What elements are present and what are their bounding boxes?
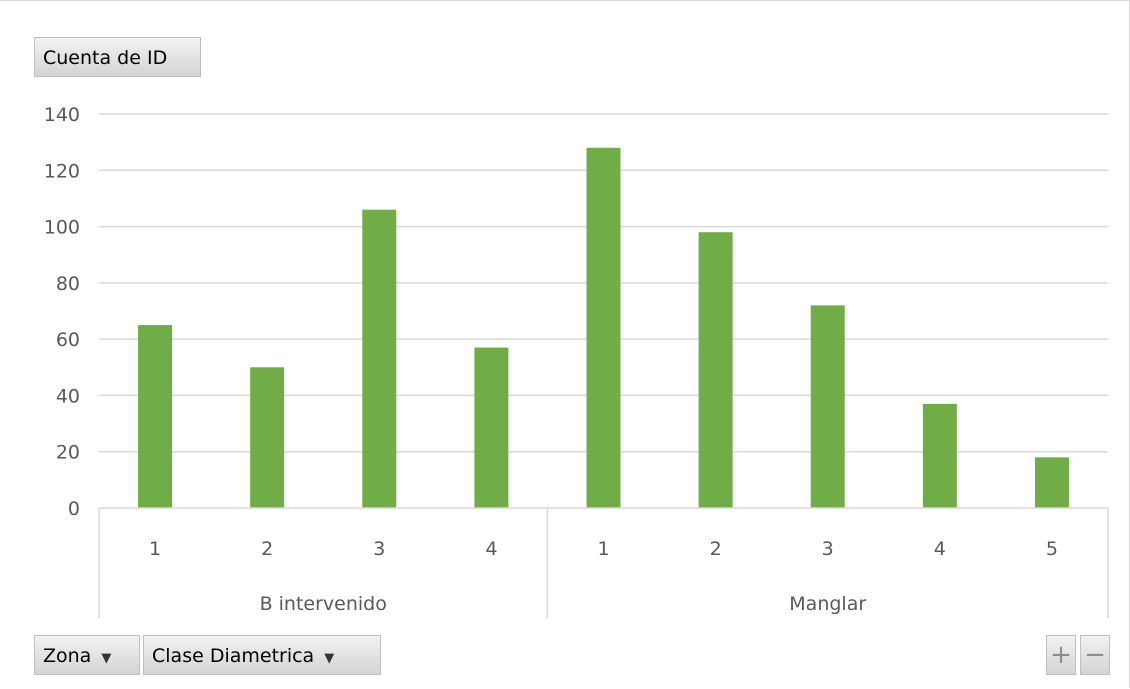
y-tick-label: 20 bbox=[56, 442, 80, 464]
bars bbox=[138, 147, 1069, 508]
category-label: 1 bbox=[149, 538, 161, 560]
category-label: 5 bbox=[1046, 538, 1058, 560]
category-label: 3 bbox=[822, 538, 834, 560]
value-field-label: Cuenta de ID bbox=[43, 47, 168, 69]
zona-field-label: Zona bbox=[43, 645, 92, 667]
expand-field-button[interactable]: + bbox=[1046, 635, 1076, 675]
bar[interactable] bbox=[138, 325, 173, 508]
y-tick-label: 60 bbox=[56, 329, 80, 351]
category-axis bbox=[98, 507, 1109, 618]
group-label: B intervenido bbox=[260, 593, 387, 615]
y-tick-label: 40 bbox=[56, 385, 80, 407]
category-label: 3 bbox=[373, 538, 385, 560]
category-label: 1 bbox=[597, 538, 609, 560]
minus-icon: − bbox=[1084, 640, 1106, 670]
group-label: Manglar bbox=[789, 593, 866, 615]
y-tick-label: 120 bbox=[44, 160, 80, 182]
category-label: 4 bbox=[934, 538, 946, 560]
bar[interactable] bbox=[362, 209, 397, 508]
bar[interactable] bbox=[586, 147, 621, 508]
y-tick-label: 0 bbox=[68, 498, 80, 520]
bar[interactable] bbox=[1034, 457, 1069, 508]
value-field-button[interactable]: Cuenta de ID bbox=[34, 37, 201, 77]
dropdown-arrow-icon: ▼ bbox=[101, 651, 112, 666]
clase-diametrica-field-label: Clase Diametrica bbox=[152, 645, 315, 667]
zona-field-button[interactable]: Zona ▼ bbox=[34, 635, 140, 675]
bar[interactable] bbox=[922, 403, 957, 508]
y-tick-label: 140 bbox=[44, 104, 80, 126]
bar[interactable] bbox=[474, 347, 509, 508]
y-tick-label: 100 bbox=[44, 217, 80, 239]
plus-icon: + bbox=[1050, 640, 1072, 670]
axis-labels: 0 20 40 60 80 100 120 140 1 2 3 4 B intervenido 1 2 3 4 5… bbox=[44, 104, 1058, 615]
clase-diametrica-field-button[interactable]: Clase Diametrica ▼ bbox=[143, 635, 381, 675]
bar[interactable] bbox=[250, 367, 285, 508]
category-label: 2 bbox=[710, 538, 722, 560]
bar[interactable] bbox=[810, 305, 845, 508]
category-label: 4 bbox=[485, 538, 497, 560]
category-label: 2 bbox=[261, 538, 273, 560]
y-tick-label: 80 bbox=[56, 273, 80, 295]
collapse-field-button[interactable]: − bbox=[1080, 635, 1110, 675]
bar[interactable] bbox=[698, 232, 733, 508]
dropdown-arrow-icon: ▼ bbox=[324, 651, 335, 666]
